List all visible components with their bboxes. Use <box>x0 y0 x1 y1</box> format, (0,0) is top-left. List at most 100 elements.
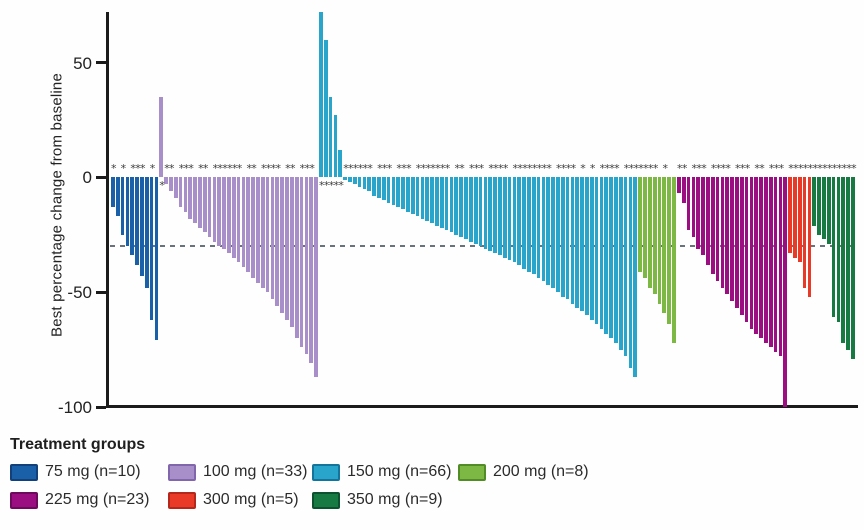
y-axis-tick-label: 50 <box>73 53 92 73</box>
patient-bar <box>183 177 188 212</box>
patient-bar <box>241 177 246 267</box>
patient-bar <box>715 177 720 281</box>
patient-bar <box>222 177 226 249</box>
patient-bar <box>546 177 551 286</box>
patient-bar <box>289 177 294 327</box>
patient-bar <box>628 177 633 368</box>
patient-bar <box>430 177 434 224</box>
patient-bar <box>638 177 642 272</box>
asterisk-marker: * <box>444 162 451 176</box>
patient-bar <box>696 177 701 249</box>
patient-bar <box>522 177 526 270</box>
asterisk-marker: * <box>338 179 344 193</box>
asterisk-marker: * <box>202 162 209 176</box>
patient-bar <box>115 177 120 217</box>
asterisk-marker: * <box>565 162 572 176</box>
asterisk-marker: * <box>285 162 291 176</box>
patient-bar <box>275 177 280 306</box>
patient-bar <box>817 177 821 235</box>
patient-bar <box>517 177 522 265</box>
asterisk-marker: * <box>323 179 330 193</box>
asterisk-marker: * <box>381 162 388 176</box>
asterisk-marker: * <box>715 162 722 176</box>
asterisk-marker: * <box>652 162 659 176</box>
asterisk-marker: * <box>512 162 519 176</box>
patient-bar <box>527 177 531 272</box>
y-axis-tick <box>96 290 106 294</box>
asterisk-marker: * <box>435 162 441 176</box>
asterisk-marker: * <box>352 162 359 176</box>
asterisk-marker: * <box>183 162 190 176</box>
patient-bar <box>536 177 541 279</box>
patient-bar <box>831 177 836 318</box>
patient-bar <box>144 177 149 288</box>
patient-bar <box>251 177 255 279</box>
patient-bar <box>739 177 744 316</box>
y-axis-tick <box>96 405 106 409</box>
asterisk-marker: * <box>430 162 436 176</box>
patient-bar <box>643 177 647 279</box>
patient-bar <box>647 177 652 288</box>
patient-bar <box>444 177 449 231</box>
patient-bar <box>541 177 546 281</box>
asterisk-marker: * <box>681 162 688 176</box>
patient-bar <box>599 177 604 329</box>
patient-bar <box>236 177 241 263</box>
patient-bar <box>565 177 570 300</box>
asterisk-marker: * <box>304 162 311 176</box>
patient-bar <box>580 177 584 311</box>
asterisk-marker: * <box>556 162 562 176</box>
patient-bar <box>164 177 168 185</box>
patient-bar <box>730 177 734 302</box>
asterisk-marker: * <box>222 162 228 176</box>
asterisk-marker: * <box>851 162 857 176</box>
asterisk-marker: * <box>831 162 838 176</box>
legend-item-150-mg: 150 mg (n=66) <box>312 463 458 481</box>
asterisk-marker: * <box>135 162 141 176</box>
patient-bar <box>614 177 618 343</box>
asterisk-marker: * <box>439 162 446 176</box>
patient-bar <box>159 96 164 178</box>
patient-bar <box>328 96 333 178</box>
asterisk-marker: * <box>531 162 538 176</box>
asterisk-marker: * <box>459 162 465 176</box>
asterisk-marker: * <box>797 162 804 176</box>
patient-bar <box>140 177 144 277</box>
asterisk-marker: * <box>609 162 615 176</box>
asterisk-marker: * <box>493 162 499 176</box>
asterisk-marker: * <box>260 162 267 176</box>
patient-bar <box>701 177 705 256</box>
asterisk-marker: * <box>754 162 760 176</box>
asterisk-marker: * <box>822 162 828 176</box>
patient-bar <box>425 177 430 221</box>
asterisk-marker: * <box>270 162 277 176</box>
patient-bar <box>483 177 488 249</box>
asterisk-marker: * <box>212 162 219 176</box>
patient-bar <box>836 177 841 323</box>
legend-item-label: 225 mg (n=23) <box>45 491 150 508</box>
asterisk-marker: * <box>541 162 548 176</box>
patient-bar <box>135 177 139 265</box>
asterisk-marker: * <box>768 162 775 176</box>
patient-bar <box>478 177 483 247</box>
asterisk-marker: * <box>236 162 243 176</box>
asterisk-marker: * <box>677 162 683 176</box>
patient-bar <box>623 177 628 357</box>
asterisk-marker: * <box>386 162 393 176</box>
patient-bar <box>198 177 202 228</box>
asterisk-marker: * <box>415 162 422 176</box>
asterisk-marker: * <box>826 162 833 176</box>
legend-swatch <box>312 491 340 509</box>
patient-bar <box>256 177 260 283</box>
asterisk-marker: * <box>773 162 780 176</box>
y-axis-tick-label: -100 <box>57 398 92 417</box>
patient-bar <box>822 177 826 240</box>
patient-bar <box>585 177 589 316</box>
patient-bar <box>662 177 667 313</box>
patient-bar <box>502 177 507 258</box>
patient-bar <box>169 177 173 192</box>
asterisk-marker: * <box>309 162 315 176</box>
asterisk-marker: * <box>227 162 233 176</box>
patient-bar <box>178 177 183 208</box>
